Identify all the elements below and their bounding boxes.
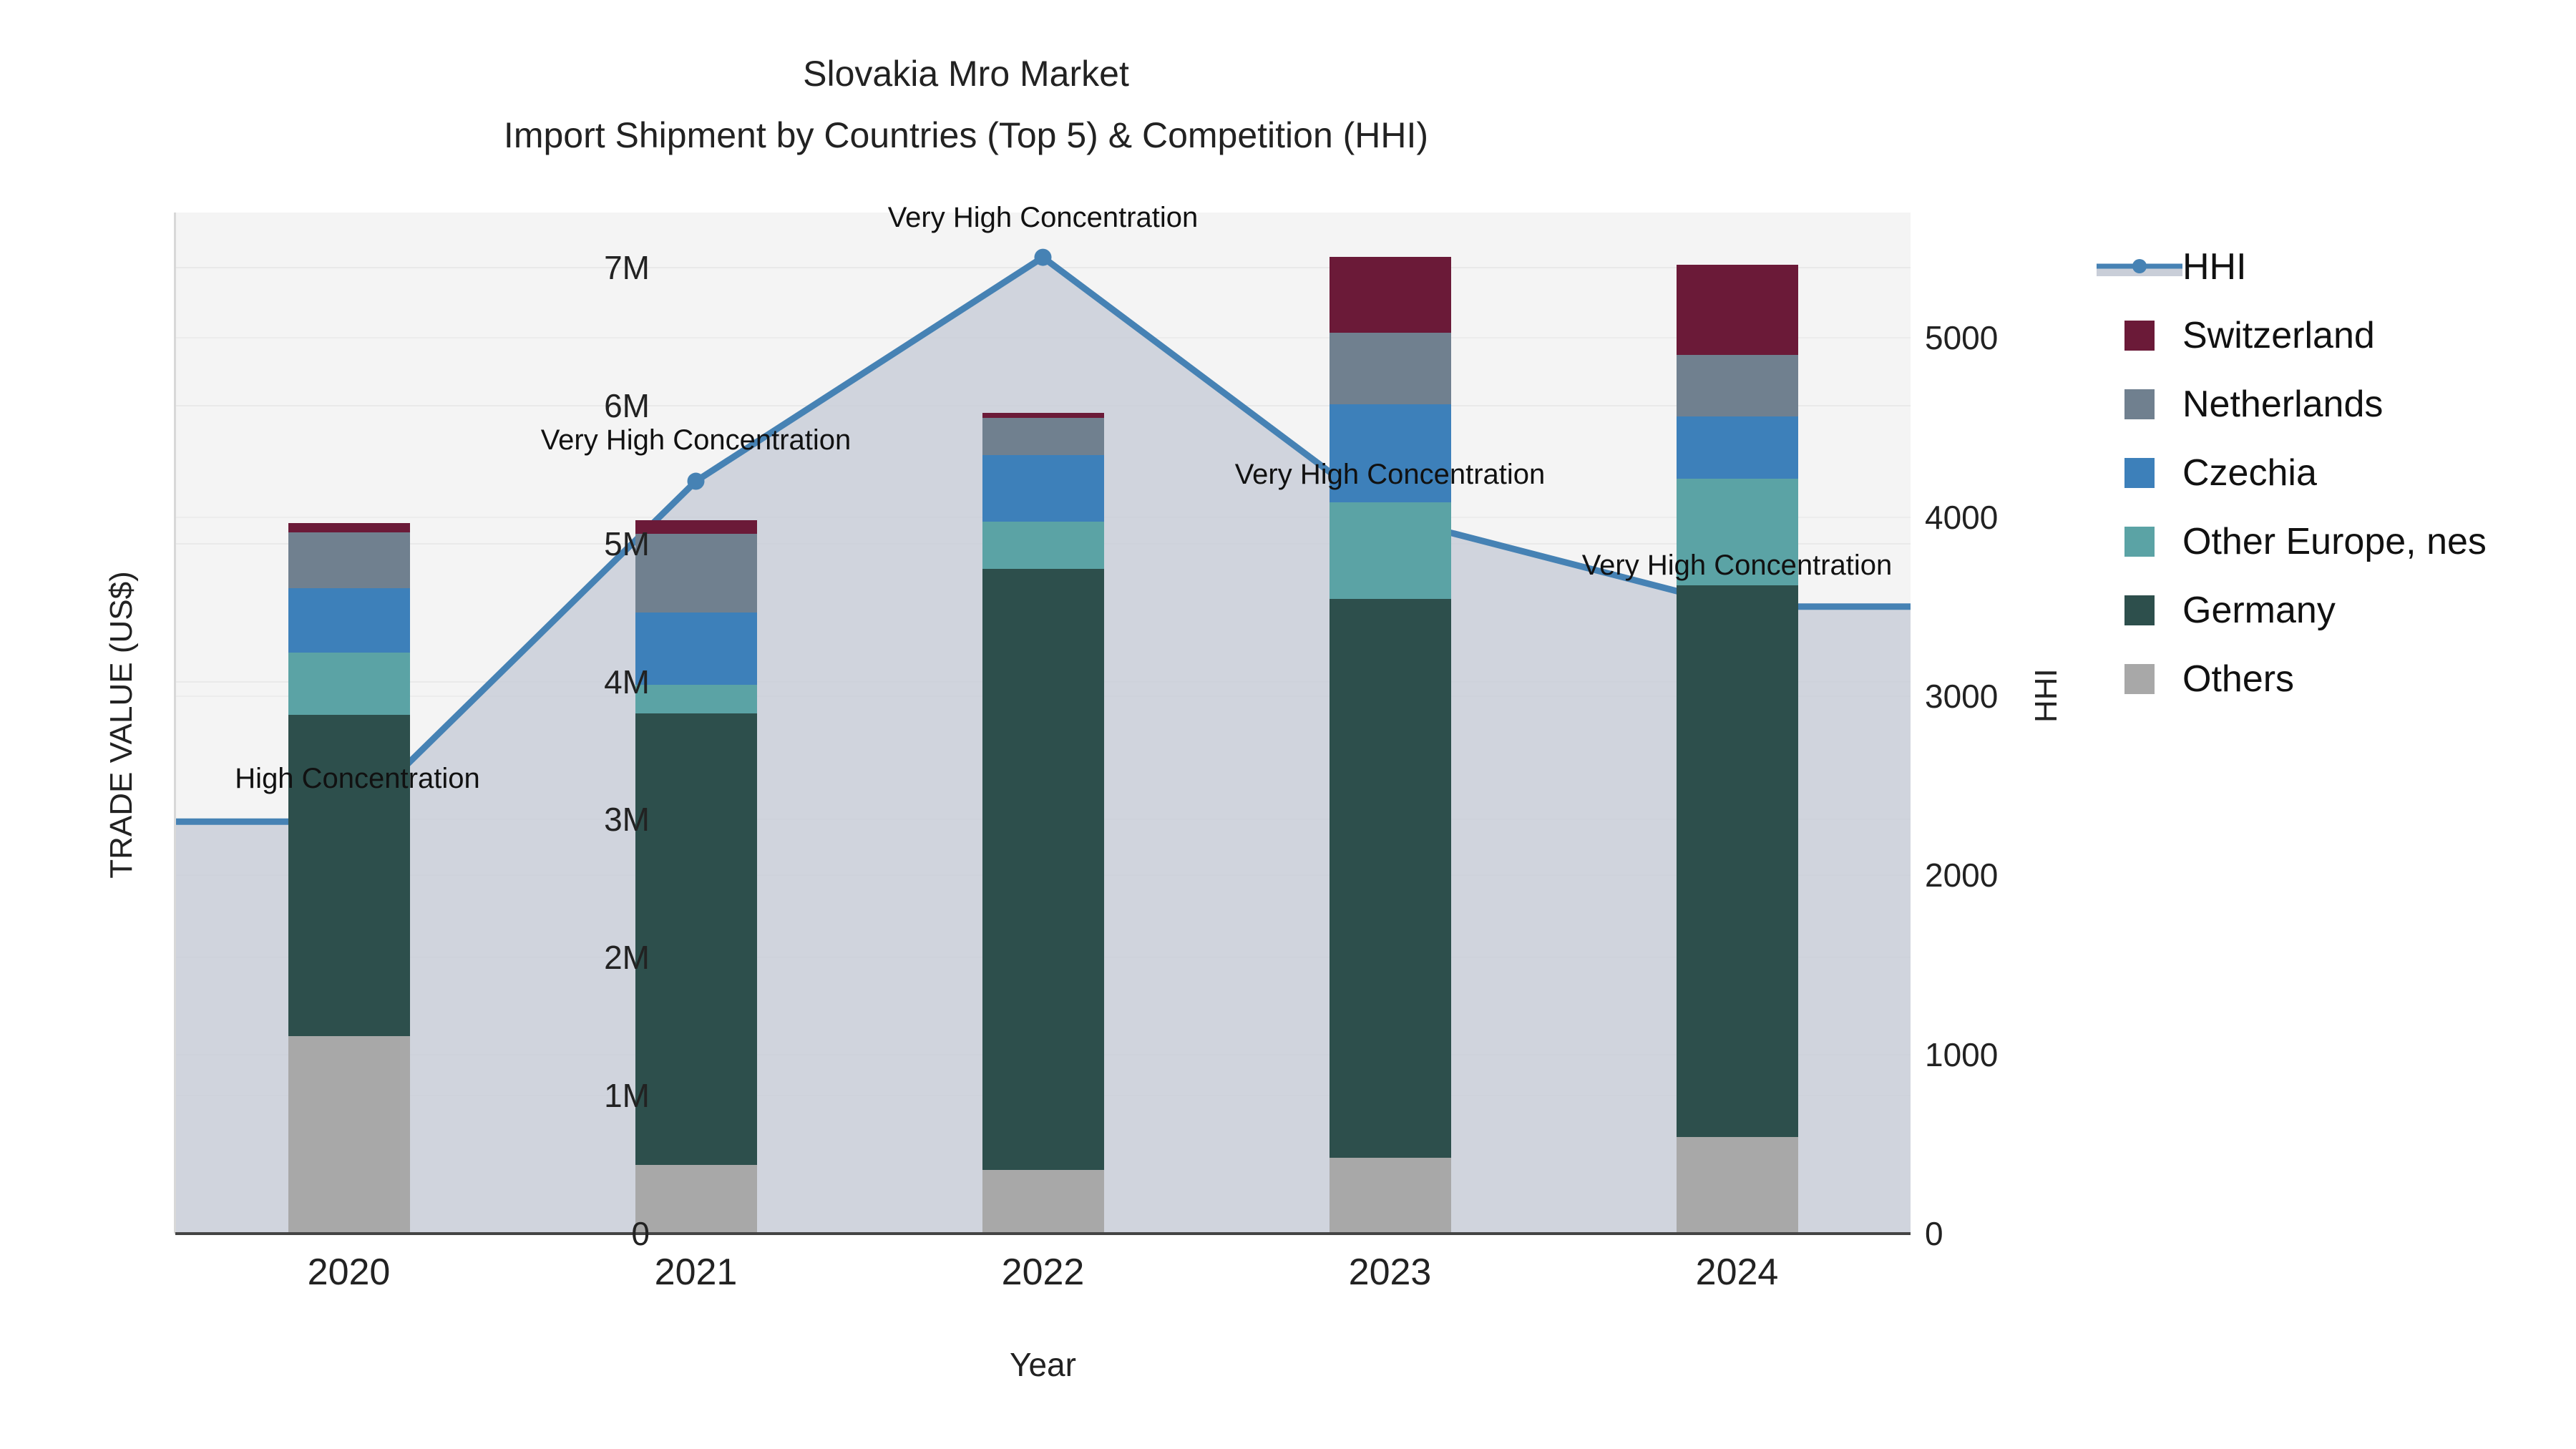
bar-segment[interactable] bbox=[1329, 502, 1451, 599]
bar-2021[interactable] bbox=[635, 520, 757, 1234]
y-tick-right-label: 0 bbox=[1925, 1215, 1943, 1252]
bar-segment[interactable] bbox=[1329, 598, 1451, 1158]
bar-segment[interactable] bbox=[635, 613, 757, 685]
bar-segment[interactable] bbox=[1676, 1137, 1798, 1234]
bar-segment[interactable] bbox=[635, 520, 757, 535]
bar-segment[interactable] bbox=[288, 587, 410, 653]
legend-swatch-icon bbox=[2124, 458, 2155, 488]
y-tick-left-label: 0 bbox=[631, 1215, 650, 1252]
x-tick-label: 2021 bbox=[654, 1252, 738, 1293]
legend-item-label: Other Europe, nes bbox=[2182, 521, 2487, 562]
bar-segment[interactable] bbox=[635, 1164, 757, 1234]
x-axis-line bbox=[175, 1232, 1911, 1235]
legend-swatch-icon bbox=[2124, 595, 2155, 625]
legend-line-key-icon bbox=[2097, 252, 2182, 282]
hhi-annotation-label: Very High Concentration bbox=[1581, 549, 1893, 581]
legend-item-hhi[interactable]: HHI bbox=[2097, 233, 2487, 301]
y-tick-right-label: 5000 bbox=[1925, 319, 1999, 357]
bar-segment[interactable] bbox=[1329, 404, 1451, 502]
bar-segment[interactable] bbox=[288, 653, 410, 715]
bar-2020[interactable] bbox=[288, 522, 410, 1234]
legend-item-label: Netherlands bbox=[2182, 384, 2384, 425]
legend-swatch-icon bbox=[2124, 527, 2155, 557]
chart-title-line-1: Slovakia Mro Market bbox=[803, 54, 1129, 94]
y-tick-right-label: 4000 bbox=[1925, 498, 1999, 536]
bar-segment[interactable] bbox=[288, 532, 410, 588]
legend-item-others[interactable]: Others bbox=[2097, 645, 2487, 713]
bar-segment[interactable] bbox=[982, 521, 1104, 569]
chart-title: Slovakia Mro Market Import Shipment by C… bbox=[0, 56, 1932, 153]
legend-swatch-key bbox=[2097, 527, 2182, 557]
legend-swatch-icon bbox=[2124, 664, 2155, 694]
y-tick-right-label: 1000 bbox=[1925, 1035, 1999, 1073]
legend-swatch-key bbox=[2097, 664, 2182, 694]
hhi-annotation-label: Very High Concentration bbox=[1234, 458, 1546, 490]
plot-area bbox=[175, 213, 1911, 1234]
bar-segment[interactable] bbox=[982, 455, 1104, 522]
legend: HHI Switzerland Netherlands Czechia Other Eu… bbox=[2097, 233, 2487, 713]
y-tick-left-label: 2M bbox=[604, 939, 650, 977]
chart-title-line-2: Import Shipment by Countries (Top 5) & C… bbox=[503, 115, 1429, 155]
y-axis-left-label: TRADE VALUE (US$) bbox=[104, 570, 139, 879]
legend-item-netherlands[interactable]: Netherlands bbox=[2097, 370, 2487, 439]
legend-item-label: HHI bbox=[2182, 246, 2247, 288]
x-tick-label: 2022 bbox=[1001, 1252, 1085, 1293]
bar-segment[interactable] bbox=[982, 568, 1104, 1171]
legend-swatch-icon bbox=[2124, 321, 2155, 351]
hhi-data-point[interactable] bbox=[1034, 248, 1052, 266]
y-tick-left-label: 1M bbox=[604, 1077, 650, 1115]
bar-2022[interactable] bbox=[982, 412, 1104, 1234]
bar-segment[interactable] bbox=[1329, 1157, 1451, 1234]
hhi-annotation-label: Very High Concentration bbox=[887, 201, 1199, 233]
y-axis-right-label: HHI bbox=[2029, 668, 2064, 723]
bar-segment[interactable] bbox=[635, 684, 757, 714]
bar-segment[interactable] bbox=[288, 522, 410, 533]
legend-item-label: Germany bbox=[2182, 590, 2336, 631]
y-axis-left-line bbox=[174, 213, 176, 1234]
x-axis-label: Year bbox=[1010, 1346, 1076, 1383]
legend-item-label: Others bbox=[2182, 658, 2295, 700]
y-tick-left-label: 3M bbox=[604, 801, 650, 839]
bar-segment[interactable] bbox=[1676, 585, 1798, 1138]
bar-segment[interactable] bbox=[1676, 265, 1798, 355]
bar-segment[interactable] bbox=[1676, 416, 1798, 479]
y-tick-left-label: 4M bbox=[604, 663, 650, 701]
hhi-annotation-label: Very High Concentration bbox=[540, 424, 852, 456]
bar-2024[interactable] bbox=[1676, 265, 1798, 1234]
legend-swatch-key bbox=[2097, 595, 2182, 625]
legend-swatch-key bbox=[2097, 321, 2182, 351]
legend-item-switzerland[interactable]: Switzerland bbox=[2097, 301, 2487, 370]
bar-segment[interactable] bbox=[288, 714, 410, 1037]
bar-segment[interactable] bbox=[1676, 354, 1798, 417]
bar-segment[interactable] bbox=[982, 418, 1104, 456]
bar-segment[interactable] bbox=[635, 534, 757, 613]
bar-segment[interactable] bbox=[982, 412, 1104, 419]
bar-segment[interactable] bbox=[1676, 479, 1798, 585]
legend-item-label: Switzerland bbox=[2182, 315, 2375, 356]
hhi-data-point[interactable] bbox=[687, 472, 705, 490]
legend-item-czechia[interactable]: Czechia bbox=[2097, 439, 2487, 507]
y-tick-right-label: 2000 bbox=[1925, 857, 1999, 894]
hhi-annotation-label: High Concentration bbox=[235, 763, 480, 795]
bar-segment[interactable] bbox=[982, 1170, 1104, 1234]
y-tick-left-label: 6M bbox=[604, 386, 650, 424]
legend-item-germany[interactable]: Germany bbox=[2097, 576, 2487, 645]
bar-2023[interactable] bbox=[1329, 256, 1451, 1234]
legend-item-label: Czechia bbox=[2182, 452, 2317, 494]
x-tick-label: 2020 bbox=[307, 1252, 391, 1293]
bar-segment[interactable] bbox=[1329, 332, 1451, 405]
legend-swatch-key bbox=[2097, 389, 2182, 419]
bar-segment[interactable] bbox=[635, 713, 757, 1165]
y-tick-left-label: 7M bbox=[604, 249, 650, 287]
legend-item-other-europe-nes[interactable]: Other Europe, nes bbox=[2097, 507, 2487, 576]
bar-segment[interactable] bbox=[288, 1036, 410, 1234]
legend-swatch-key bbox=[2097, 458, 2182, 488]
y-tick-left-label: 5M bbox=[604, 525, 650, 562]
y-tick-right-label: 3000 bbox=[1925, 677, 1999, 715]
legend-swatch-icon bbox=[2124, 389, 2155, 419]
bar-segment[interactable] bbox=[1329, 256, 1451, 333]
x-tick-label: 2023 bbox=[1348, 1252, 1432, 1293]
x-tick-label: 2024 bbox=[1695, 1252, 1779, 1293]
